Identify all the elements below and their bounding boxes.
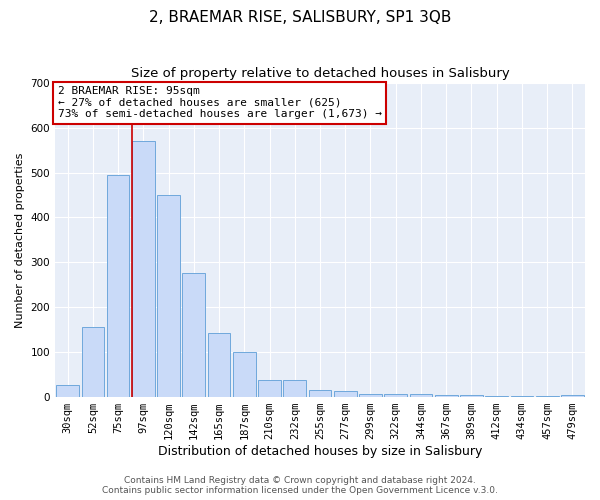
Bar (132, 142, 155, 396)
Bar (182, 274, 205, 396)
Bar (308, 390, 331, 396)
Text: Contains HM Land Registry data © Crown copyright and database right 2024.
Contai: Contains HM Land Registry data © Crown c… (102, 476, 498, 495)
Bar (157, 195, 180, 396)
Bar (233, 352, 256, 397)
Bar (460, 395, 483, 396)
Bar (561, 395, 584, 396)
Bar (410, 394, 433, 396)
Text: 2 BRAEMAR RISE: 95sqm
← 27% of detached houses are smaller (625)
73% of semi-det: 2 BRAEMAR RISE: 95sqm ← 27% of detached … (58, 86, 382, 120)
Bar (208, 332, 230, 396)
Y-axis label: Number of detached properties: Number of detached properties (15, 152, 25, 328)
Bar (334, 391, 356, 396)
Bar (82, 327, 104, 396)
X-axis label: Distribution of detached houses by size in Salisbury: Distribution of detached houses by size … (158, 444, 482, 458)
Title: Size of property relative to detached houses in Salisbury: Size of property relative to detached ho… (131, 68, 509, 80)
Bar (258, 380, 281, 396)
Bar (359, 394, 382, 396)
Bar (283, 380, 306, 396)
Bar (435, 395, 458, 396)
Text: 2, BRAEMAR RISE, SALISBURY, SP1 3QB: 2, BRAEMAR RISE, SALISBURY, SP1 3QB (149, 10, 451, 25)
Bar (385, 394, 407, 396)
Bar (56, 386, 79, 396)
Bar (107, 175, 130, 396)
